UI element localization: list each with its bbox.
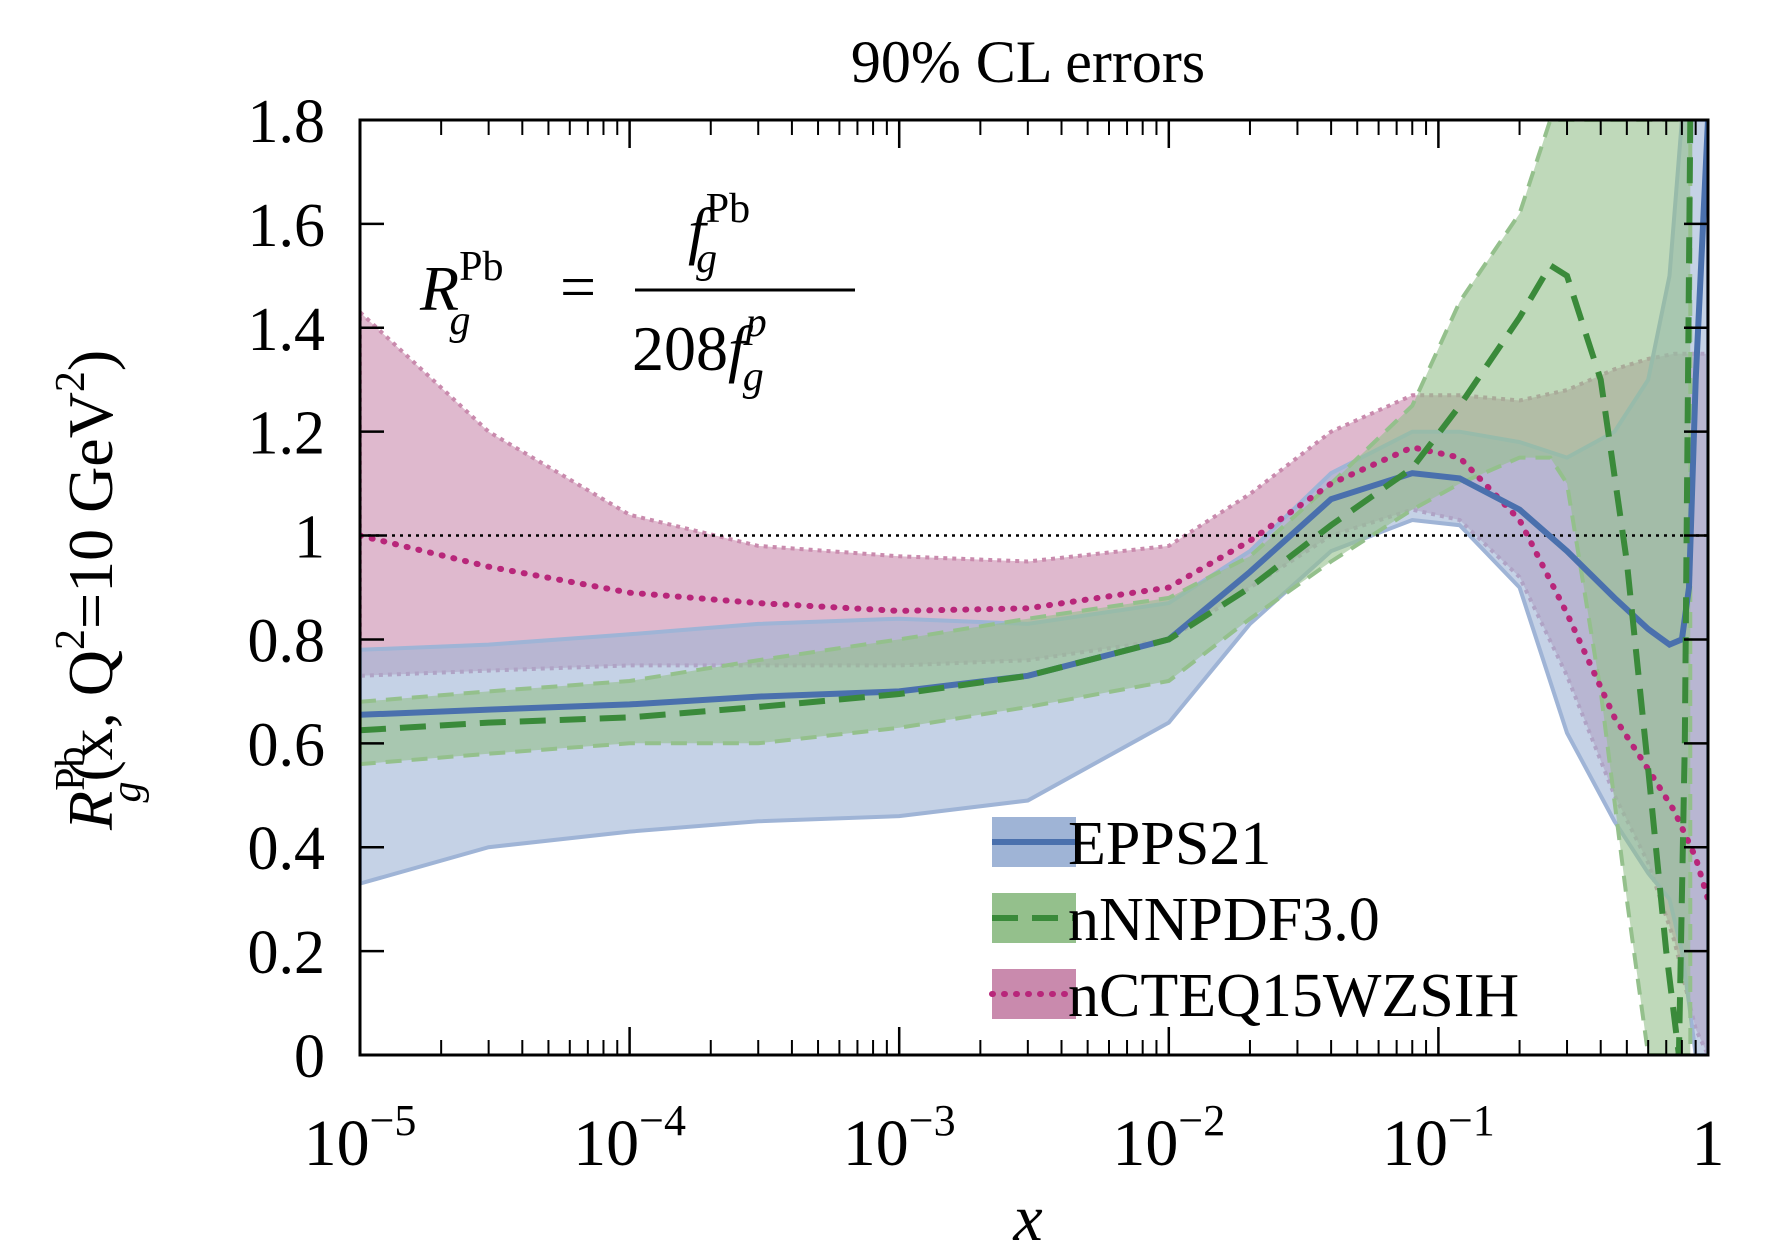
y-tick-labels: 0 0.2 0.4 0.6 0.8 1 1.2 1.4 1.6 1.8: [248, 88, 326, 1091]
formula-annotation: RPb g = fPb g 208fp g: [419, 186, 855, 400]
legend-label-epps21: EPPS21: [1068, 810, 1271, 878]
legend-label-nnnpdf3-0: nNNPDF3.0: [1068, 886, 1380, 954]
y-tick-label: 0.4: [248, 815, 326, 883]
y-tick-label: 0.6: [248, 711, 326, 779]
x-tick-label: 10−2: [1112, 1096, 1225, 1180]
line-epps21: [360, 120, 1708, 718]
x-tick-label: 1: [1692, 1107, 1725, 1180]
x-axis-label: x: [1012, 1182, 1042, 1255]
x-tick-label: 10−5: [304, 1096, 417, 1180]
band-epps21: [360, 120, 1708, 1055]
series-lines: [360, 120, 1708, 1055]
y-tick-label: 0.8: [248, 607, 326, 675]
x-tick-labels: 10−5 10−4 10−3 10−2 10−1 1: [304, 1096, 1725, 1180]
y-tick-label: 0.2: [248, 919, 326, 987]
y-tick-label: 1.8: [248, 88, 326, 156]
svg-text:RPbg: RPb g: [419, 244, 503, 344]
axis-ticks: [358, 118, 1710, 1057]
y-tick-label: 1.6: [248, 192, 326, 260]
y-axis-label: RPbg(x, Q2=10 GeV2): [48, 350, 150, 831]
y-tick-label: 1.2: [248, 400, 326, 468]
plot-frame: [358, 118, 1710, 1057]
line-nnnpdf3-0: [360, 120, 1694, 1055]
x-tick-label: 10−4: [573, 1096, 686, 1180]
x-tick-label: 10−1: [1382, 1096, 1495, 1180]
y-tick-label: 0: [294, 1023, 325, 1091]
y-tick-label: 1.4: [248, 296, 326, 364]
chart-title: 90% CL errors: [851, 29, 1205, 95]
y-tick-label: 1: [294, 504, 325, 572]
x-tick-label: 10−3: [843, 1096, 956, 1180]
line-ncteq15wzsih: [360, 444, 1708, 903]
legend-label-ncteq15wzsih: nCTEQ15WZSIH: [1068, 962, 1519, 1030]
band-nnnpdf3-0: [360, 120, 1693, 1055]
legend: EPPS21 nNNPDF3.0 nCTEQ15WZSIH: [989, 810, 1519, 1030]
formula-equals: =: [560, 251, 596, 322]
